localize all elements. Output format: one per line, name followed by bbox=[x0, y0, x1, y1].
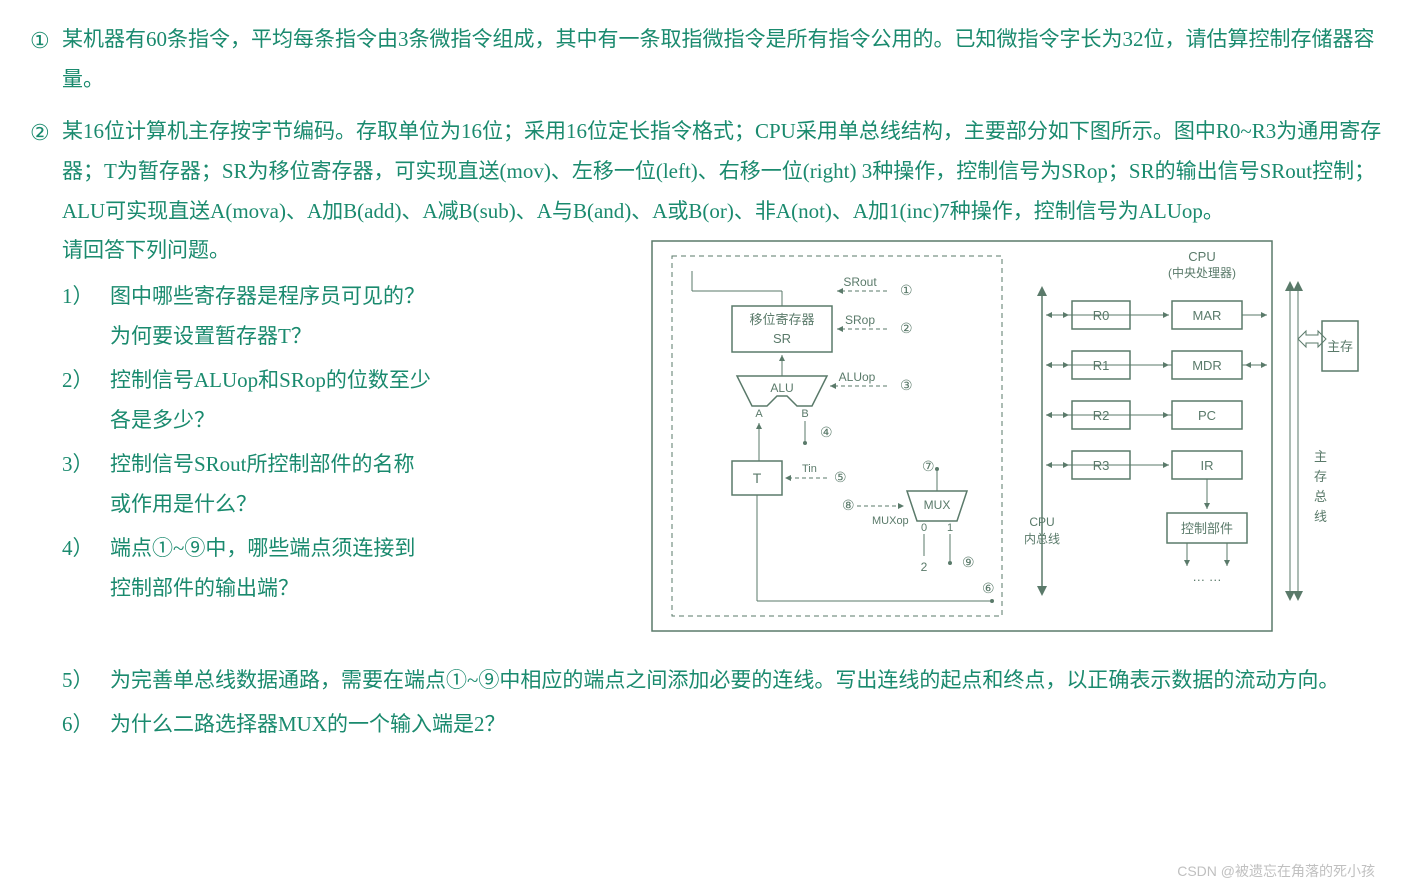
sub-q2-l2: 各是多少？ bbox=[110, 401, 622, 441]
point-9: ⑨ bbox=[962, 554, 975, 570]
membus-l2: 存 bbox=[1314, 469, 1327, 484]
problem-1-text: 某机器有60条指令，平均每条指令由3条微指令组成，其中有一条取指微指令是所有指令… bbox=[62, 20, 1385, 100]
sr-label1: 移位寄存器 bbox=[749, 312, 814, 327]
mux-label: MUX bbox=[924, 498, 951, 512]
problem-2-body: 某16位计算机主存按字节编码。存取单位为16位；采用16位定长指令格式；CPU采… bbox=[62, 112, 1385, 749]
sub-questions-lower: 5） 为完善单总线数据通路，需要在端点①~⑨中相应的端点之间添加必要的连线。写出… bbox=[62, 661, 1385, 745]
point-2: ② bbox=[900, 320, 913, 336]
point-8: ⑧ bbox=[842, 497, 855, 513]
t-label: T bbox=[753, 470, 762, 486]
cpu-outer-box bbox=[652, 241, 1272, 631]
sub-q1-num: 1） bbox=[62, 277, 110, 357]
sub-q3-l1: 控制信号SRout所控制部件的名称 bbox=[110, 445, 622, 485]
point-6: ⑥ bbox=[982, 580, 995, 596]
mux-0: 0 bbox=[921, 522, 927, 534]
sub-q2: 2） 控制信号ALUop和SRop的位数至少 各是多少？ bbox=[62, 361, 622, 441]
membus-l4: 线 bbox=[1314, 509, 1327, 524]
sub-q5-num: 5） bbox=[62, 661, 110, 701]
mux-in-2: 2 bbox=[921, 560, 928, 574]
sub-q6: 6） 为什么二路选择器MUX的一个输入端是2？ bbox=[62, 705, 1385, 745]
membus-l1: 主 bbox=[1314, 449, 1327, 464]
sub-questions: 1） 图中哪些寄存器是程序员可见的？ 为何要设置暂存器T？ 2） 控制信号ALU… bbox=[62, 277, 622, 608]
sub-q3-num: 3） bbox=[62, 445, 110, 525]
problem-2-intro: 某16位计算机主存按字节编码。存取单位为16位；采用16位定长指令格式；CPU采… bbox=[62, 112, 1385, 232]
sub-q1-l1: 图中哪些寄存器是程序员可见的？ bbox=[110, 277, 622, 317]
cpu-diagram: CPU (中央处理器) 移位寄存器 SR SRout ① bbox=[642, 231, 1385, 655]
sub-q3: 3） 控制信号SRout所控制部件的名称 或作用是什么？ bbox=[62, 445, 622, 525]
problem-2-marker: ② bbox=[30, 112, 62, 749]
sub-q4-num: 4） bbox=[62, 529, 110, 609]
membus-l3: 总 bbox=[1314, 489, 1327, 504]
point-4: ④ bbox=[820, 424, 833, 440]
problem-2-prompt: 请回答下列问题。 bbox=[62, 231, 622, 271]
alu-a: A bbox=[755, 408, 763, 420]
muxop-label: MUXop bbox=[872, 515, 909, 527]
cpu-title1: CPU bbox=[1188, 249, 1215, 264]
mar-label: MAR bbox=[1193, 308, 1222, 323]
tin-label: Tin bbox=[802, 463, 817, 475]
problem-1-marker: ① bbox=[30, 20, 62, 100]
dots-label: … … bbox=[1192, 569, 1222, 584]
alu-label: ALU bbox=[770, 381, 793, 395]
alu-b: B bbox=[801, 408, 808, 420]
ctrl-label: 控制部件 bbox=[1181, 521, 1233, 536]
sub-q4-l2: 控制部件的输出端？ bbox=[110, 569, 622, 609]
sub-q6-num: 6） bbox=[62, 705, 110, 745]
sub-q3-l2: 或作用是什么？ bbox=[110, 485, 622, 525]
sub-q1-l2: 为何要设置暂存器T？ bbox=[110, 317, 622, 357]
cpu-title2: (中央处理器) bbox=[1168, 265, 1236, 280]
cpu-bus-label1: CPU bbox=[1029, 515, 1054, 529]
sub-q5: 5） 为完善单总线数据通路，需要在端点①~⑨中相应的端点之间添加必要的连线。写出… bbox=[62, 661, 1385, 701]
sub-q5-text: 为完善单总线数据通路，需要在端点①~⑨中相应的端点之间添加必要的连线。写出连线的… bbox=[110, 661, 1385, 701]
srout-label: SRout bbox=[843, 275, 877, 289]
point-3: ③ bbox=[900, 377, 913, 393]
sub-q1: 1） 图中哪些寄存器是程序员可见的？ 为何要设置暂存器T？ bbox=[62, 277, 622, 357]
srop-label: SRop bbox=[845, 313, 875, 327]
problem-1: ① 某机器有60条指令，平均每条指令由3条微指令组成，其中有一条取指微指令是所有… bbox=[30, 20, 1385, 100]
sub-q4: 4） 端点①~⑨中，哪些端点须连接到 控制部件的输出端？ bbox=[62, 529, 622, 609]
sr-label2: SR bbox=[773, 331, 791, 346]
mem-label: 主存 bbox=[1327, 339, 1353, 354]
point-7: ⑦ bbox=[922, 458, 935, 474]
mdr-label: MDR bbox=[1192, 358, 1222, 373]
sub-q4-l1: 端点①~⑨中，哪些端点须连接到 bbox=[110, 529, 622, 569]
pc-label: PC bbox=[1198, 408, 1216, 423]
ir-label: IR bbox=[1201, 458, 1214, 473]
sub-q2-num: 2） bbox=[62, 361, 110, 441]
sub-q6-text: 为什么二路选择器MUX的一个输入端是2？ bbox=[110, 705, 1385, 745]
inner-dashed-box bbox=[672, 256, 1002, 616]
cpu-bus-label2: 内总线 bbox=[1024, 532, 1060, 546]
watermark: CSDN @被遗忘在角落的死小孩 bbox=[1177, 858, 1375, 885]
point-1: ① bbox=[900, 282, 913, 298]
sub-q2-l1: 控制信号ALUop和SRop的位数至少 bbox=[110, 361, 622, 401]
mux-1: 1 bbox=[947, 522, 953, 534]
aluop-label: ALUop bbox=[839, 370, 876, 384]
point-5: ⑤ bbox=[834, 469, 847, 485]
problem-2: ② 某16位计算机主存按字节编码。存取单位为16位；采用16位定长指令格式；CP… bbox=[30, 112, 1385, 749]
